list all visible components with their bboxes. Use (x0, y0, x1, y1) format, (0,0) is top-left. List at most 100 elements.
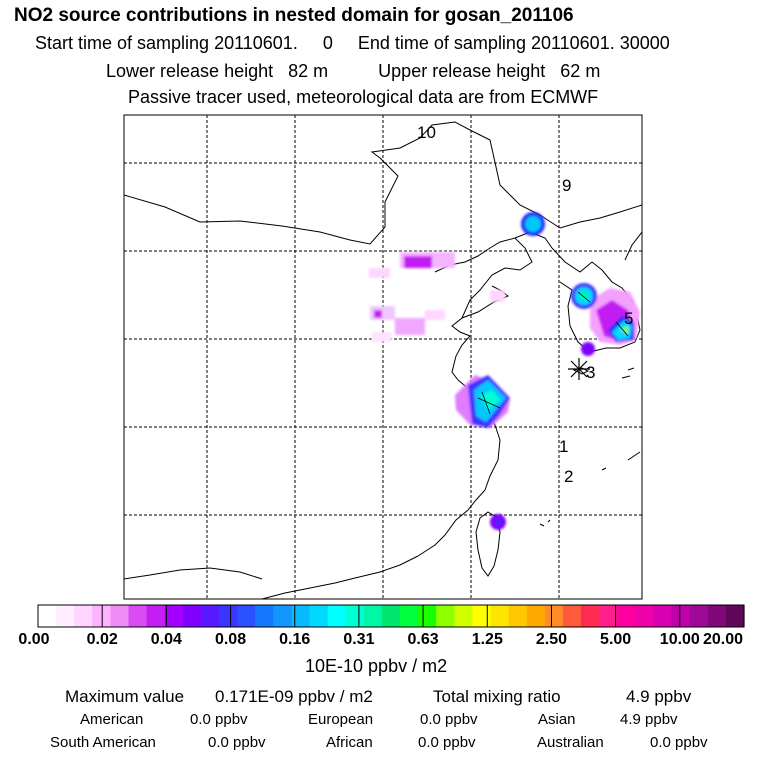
upper-height-label: Upper release height (378, 61, 546, 81)
mongolia-border (124, 121, 471, 245)
contribution-cell (370, 306, 395, 320)
colorbar-swatch (490, 605, 510, 627)
colorbar-tick-label: 0.31 (343, 631, 375, 648)
colorbar-swatch (472, 605, 492, 627)
colorbar-swatch (128, 605, 148, 627)
end-time-label: End time of sampling 20110601. 30000 (357, 33, 670, 53)
colorbar-swatch (273, 605, 293, 627)
colorbar-swatch (418, 605, 437, 627)
colorbar-swatch (689, 605, 709, 627)
hotspot-korea-south (581, 342, 595, 356)
upper-height-value: 62 m (560, 61, 601, 81)
colorbar (37, 604, 745, 628)
colorbar-swatch (599, 605, 618, 627)
region-value: 0.0 ppbv (420, 711, 478, 728)
japan-coast (624, 231, 642, 261)
lower-height-label: Lower release height (106, 61, 274, 81)
contribution-cell (374, 310, 382, 318)
south-china-coast (261, 555, 419, 599)
colorbar-swatch (237, 605, 256, 627)
contribution-cell (369, 268, 390, 278)
colorbar-swatch (219, 605, 238, 627)
contribution-cell (404, 256, 432, 268)
trajectory-label: 10 (417, 123, 436, 142)
contribution-field (369, 212, 640, 530)
colorbar-tick-label: 0.08 (214, 631, 247, 648)
colorbar-frame (37, 604, 745, 628)
graticule (124, 115, 642, 599)
colorbar-swatch (74, 605, 93, 627)
colorbar-swatch (38, 605, 57, 627)
colorbar-swatch (146, 605, 166, 627)
colorbar-swatch (381, 605, 401, 627)
colorbar-swatch (164, 605, 184, 627)
map-frame (123, 114, 643, 600)
colorbar-tick-label: 0.04 (150, 631, 182, 648)
colorbar-swatch (327, 605, 347, 627)
region-name: Australian (537, 734, 604, 751)
region-name: African (326, 734, 373, 751)
colorbar-swatch (508, 605, 528, 627)
contribution-cell (490, 290, 505, 302)
colorbar-swatch (345, 605, 365, 627)
total-mixing-label: Total mixing ratio (433, 687, 561, 706)
colorbar-swatch (110, 605, 130, 627)
colorbar-units: 10E-10 ppbv / m2 (305, 656, 448, 676)
lower-height-value: 82 m (288, 61, 329, 81)
start-time-label: Start time of sampling 20110601. (35, 33, 298, 53)
bohai-coast (434, 237, 533, 381)
contours (477, 291, 629, 415)
start-time-value: 0 (322, 33, 333, 53)
colorbar-swatch (291, 605, 311, 627)
ryukyu-islets (539, 367, 641, 527)
colorbar-swatch (363, 605, 383, 627)
colorbar-tick-label: 0.16 (279, 631, 311, 648)
region-value: 0.0 ppbv (190, 711, 248, 728)
colorbar-swatch (454, 605, 474, 627)
colorbar-swatch (617, 605, 636, 627)
colorbar-swatch (200, 605, 220, 627)
trajectory-label: 1 (559, 437, 568, 456)
colorbar-swatch (526, 605, 546, 627)
colorbar-swatch (436, 605, 455, 627)
sampling-times: Start time of sampling 20110601. 0 End t… (35, 34, 670, 52)
trajectory-label: 5 (624, 309, 633, 328)
colorbar-swatch (671, 605, 691, 627)
plot-title: NO2 source contributions in nested domai… (14, 5, 574, 26)
colorbar-tick-label: 20.00 (702, 631, 744, 648)
region-value: 0.0 ppbv (650, 734, 708, 751)
colorbar-tick-label: 10.00 (659, 631, 700, 648)
region-name: Asian (538, 711, 576, 728)
max-value: 0.171E-09 ppbv / m2 (215, 687, 373, 706)
max-value-label: Maximum value (65, 687, 185, 706)
korea-coast (551, 247, 641, 353)
colorbar-swatch (56, 605, 75, 627)
hotspot-taiwan-core (494, 518, 502, 526)
colorbar-tick-label: 0.02 (86, 631, 118, 648)
border-northeast (469, 129, 642, 229)
colorbar-swatch (581, 605, 600, 627)
release-heights: Lower release height 82 m Upper release … (106, 62, 600, 80)
contour (477, 391, 501, 415)
region-name: American (80, 711, 144, 728)
hotspot-northeast-core (525, 216, 541, 232)
colorbar-swatch (635, 605, 655, 627)
region-value: 4.9 ppbv (620, 711, 678, 728)
region-name: European (308, 711, 374, 728)
contribution-cell (425, 310, 445, 320)
colorbar-tick-label: 0.00 (18, 631, 50, 648)
colorbar-swatch (544, 605, 564, 627)
receptor-marker (568, 358, 590, 380)
hotspot-shanghai-peak (480, 390, 500, 410)
trajectory-label: 3 (586, 363, 595, 382)
southwest-border (124, 567, 263, 580)
region-name: South American (50, 734, 156, 751)
colorbar-swatch (653, 605, 673, 627)
colorbar-swatch (182, 605, 202, 627)
colorbar-tick-label: 5.00 (600, 631, 632, 648)
colorbar-swatch (92, 605, 112, 627)
region-value: 0.0 ppbv (418, 734, 476, 751)
colorbar-swatch (562, 605, 582, 627)
contribution-cell (395, 318, 425, 335)
